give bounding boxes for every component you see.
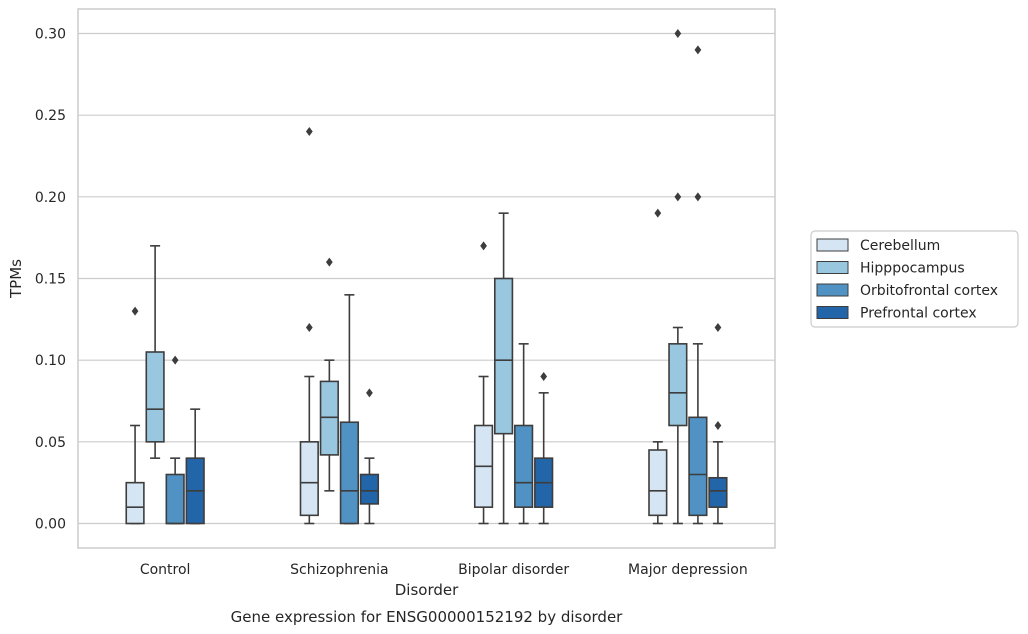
y-axis-title: TPMs	[7, 259, 25, 299]
box-group	[534, 372, 554, 525]
box	[125, 481, 145, 525]
y-tick-label: 0.20	[35, 190, 66, 206]
outlier-point	[694, 192, 702, 202]
legend-frame	[810, 230, 1019, 328]
box-group	[514, 343, 534, 525]
box-group	[165, 355, 185, 525]
box	[145, 351, 165, 443]
legend-label: Cerebellum	[860, 238, 940, 254]
box-group	[299, 127, 319, 525]
y-tick-label: 0.30	[35, 27, 66, 43]
outlier-point	[325, 257, 333, 267]
legend-swatch	[816, 283, 849, 297]
box	[688, 416, 708, 517]
box-group	[125, 306, 145, 525]
x-tick-labels: Control Schizophrenia Bipolar disorder Majo…	[140, 562, 748, 578]
outlier-point	[714, 421, 722, 430]
legend-swatch	[816, 306, 849, 319]
box-group	[473, 241, 494, 525]
box-group	[319, 257, 339, 492]
legend-label: Prefrontal cortex	[860, 306, 977, 322]
legend-label: Hipppocampus	[860, 261, 965, 277]
figure-caption: Gene expression for ENSG00000152192 by d…	[231, 608, 624, 626]
outlier-point	[131, 306, 139, 316]
box	[359, 473, 380, 505]
box-group	[648, 208, 668, 525]
box-group	[668, 29, 688, 525]
box	[668, 343, 688, 427]
y-tick-labels: 0.00 0.05 0.10 0.15 0.20 0.25 0.30	[35, 27, 66, 533]
plot-frame	[77, 8, 776, 549]
outlier-point	[714, 323, 722, 332]
y-tick-label: 0.15	[35, 272, 66, 288]
boxes	[125, 29, 728, 525]
outlier-point	[654, 208, 662, 218]
box	[165, 473, 185, 525]
box	[339, 421, 360, 525]
outlier-point	[674, 29, 682, 38]
outlier-point	[305, 127, 313, 136]
box-group	[359, 388, 380, 525]
legend-swatch	[816, 261, 849, 274]
y-tick-label: 0.25	[35, 108, 66, 124]
outlier-point	[540, 372, 548, 381]
x-tick-label: Bipolar disorder	[458, 562, 569, 578]
box-group	[493, 212, 514, 525]
box-group	[688, 45, 708, 525]
outlier-point	[694, 45, 702, 55]
y-tick-label: 0.10	[35, 353, 66, 369]
box	[514, 424, 534, 508]
box	[493, 277, 514, 435]
box-group	[339, 294, 360, 525]
box-group	[185, 408, 205, 525]
box-group	[708, 323, 728, 525]
box-group	[145, 245, 165, 459]
box	[708, 476, 728, 508]
x-tick-label: Control	[140, 562, 191, 578]
outlier-point	[674, 192, 682, 202]
legend-swatch	[816, 238, 849, 252]
outlier-point	[366, 388, 373, 398]
outlier-point	[480, 241, 487, 251]
legend: Cerebellum Hipppocampus Orbitofrontal cort…	[810, 230, 1019, 328]
y-tick-label: 0.05	[35, 435, 66, 451]
x-tick-label: Major depression	[628, 562, 748, 578]
x-axis-title: Disorder	[395, 581, 459, 599]
box	[319, 380, 339, 456]
legend-label: Orbitofrontal cortex	[860, 283, 998, 299]
outlier-point	[305, 323, 313, 332]
x-tick-label: Schizophrenia	[290, 562, 388, 578]
y-tick-label: 0.00	[35, 517, 66, 533]
outlier-point	[171, 355, 179, 365]
box	[648, 449, 668, 517]
box	[299, 441, 319, 517]
